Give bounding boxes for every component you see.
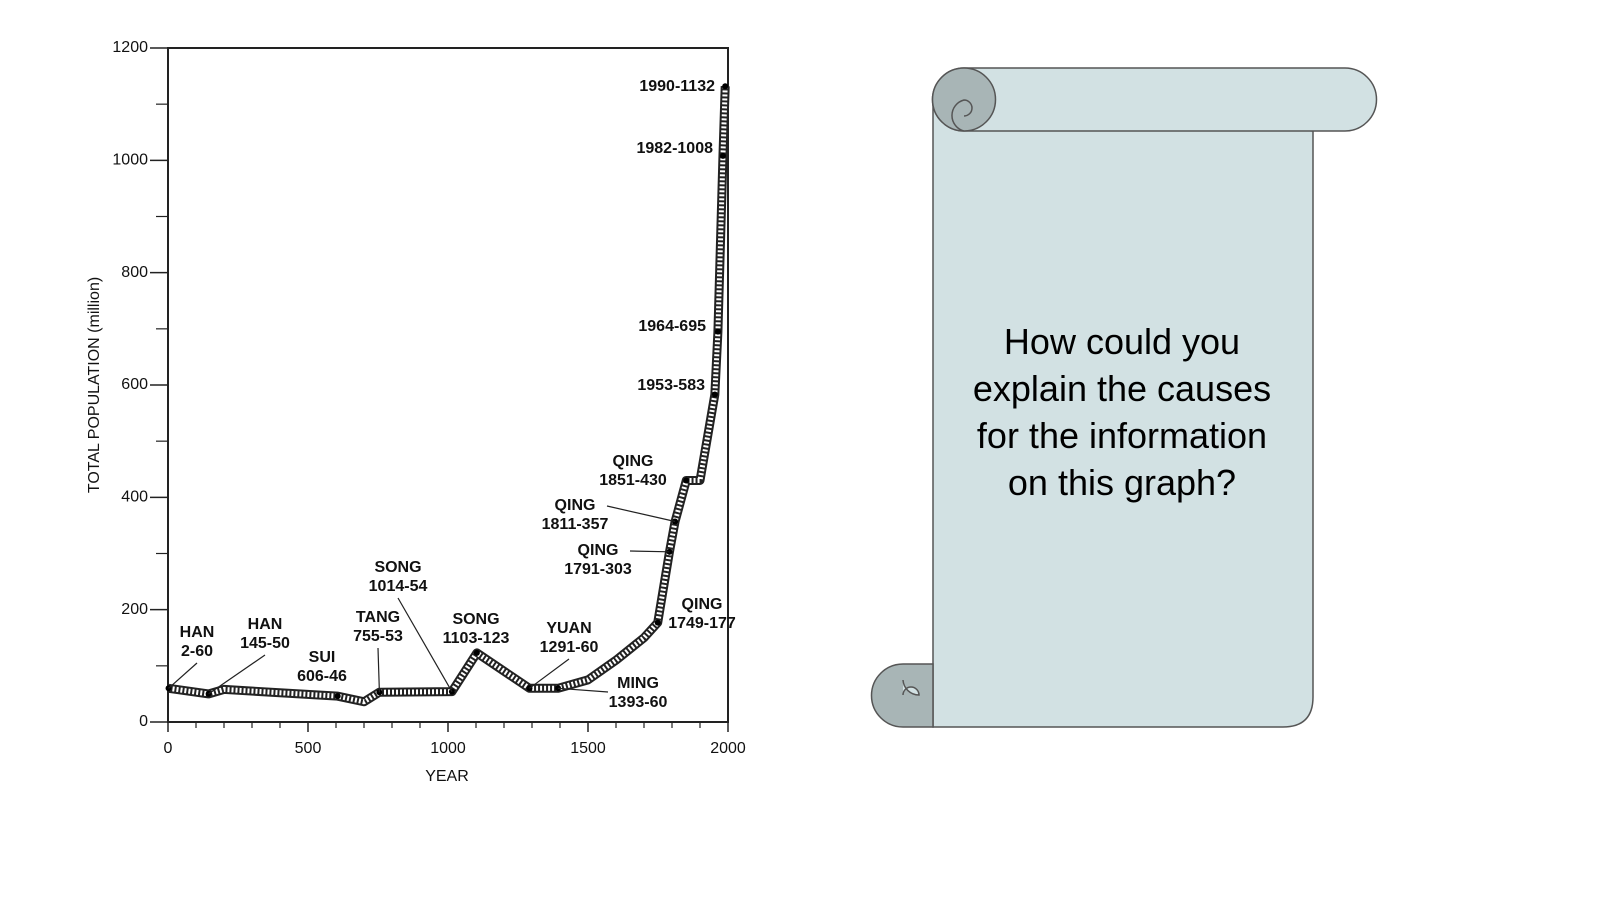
data-label: 1964-695 (638, 318, 706, 335)
data-label: SONG 1103-123 (443, 611, 510, 647)
label-arrow (557, 687, 609, 693)
x-tick-label: 0 (164, 740, 173, 757)
label-arrow (529, 658, 570, 689)
label-arrow (377, 647, 380, 693)
data-point (719, 152, 726, 159)
y-tick-label: 1000 (112, 152, 148, 169)
data-point (683, 477, 690, 484)
label-arrow (208, 654, 266, 695)
data-label: QING 1851-430 (599, 453, 667, 489)
data-label: 1990-1132 (639, 78, 715, 95)
scroll-bottom-roll (870, 663, 934, 728)
data-point (654, 619, 661, 626)
y-tick-label: 600 (121, 376, 148, 393)
data-point (473, 649, 480, 656)
data-label: SUI 606-46 (297, 649, 347, 685)
x-tick-label: 1000 (430, 740, 466, 757)
x-axis-label: YEAR (425, 768, 469, 785)
data-label: HAN 2-60 (180, 624, 215, 660)
x-tick-label: 500 (295, 740, 322, 757)
y-tick-label: 400 (121, 489, 148, 506)
data-point (714, 328, 721, 335)
data-point (711, 391, 718, 398)
scroll-top-roll (931, 67, 1378, 132)
data-label: YUAN 1291-60 (540, 620, 599, 656)
data-point (334, 693, 341, 700)
data-label: 1982-1008 (636, 140, 713, 157)
data-label: QING 1791-303 (564, 542, 632, 578)
y-tick-label: 1200 (112, 39, 148, 56)
label-arrow (397, 597, 453, 692)
scroll-body (932, 99, 1314, 728)
data-label: SONG 1014-54 (369, 559, 428, 595)
scroll-bottom-curl (902, 679, 920, 696)
data-label: HAN 145-50 (240, 616, 290, 652)
y-tick-label: 200 (121, 601, 148, 618)
data-label: QING 1749-177 (668, 596, 736, 632)
population-line (167, 86, 730, 707)
scroll-text: How could you explain the causes for the… (972, 321, 1272, 503)
y-axis-label: TOTAL POPULATION (million) (86, 277, 103, 493)
x-tick-label: 1500 (570, 740, 606, 757)
scroll-top-curl (931, 67, 997, 132)
data-label: 1953-583 (637, 377, 705, 394)
x-tick-label: 2000 (710, 740, 746, 757)
data-label: MING 1393-60 (609, 675, 668, 711)
label-arrow (629, 550, 670, 553)
y-tick-label: 0 (139, 713, 148, 730)
data-label: TANG 755-53 (353, 609, 403, 645)
y-tick-label: 800 (121, 264, 148, 281)
label-arrow (606, 505, 676, 523)
data-label: QING 1811-357 (542, 497, 609, 533)
data-point (722, 83, 729, 90)
label-arrow (168, 662, 198, 689)
